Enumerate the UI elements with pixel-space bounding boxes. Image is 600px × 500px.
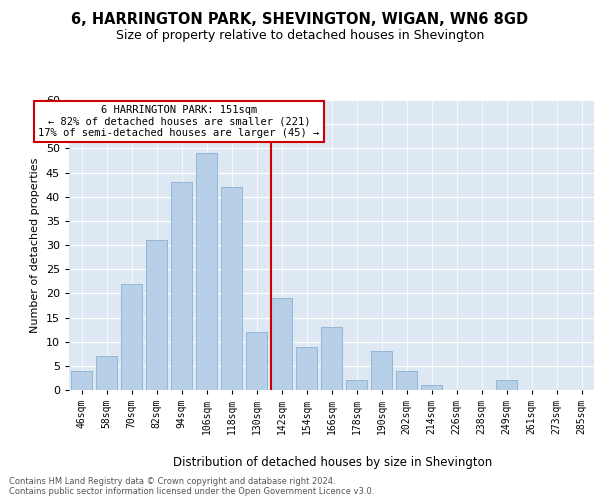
Text: Size of property relative to detached houses in Shevington: Size of property relative to detached ho… [116, 29, 484, 42]
Text: 6, HARRINGTON PARK, SHEVINGTON, WIGAN, WN6 8GD: 6, HARRINGTON PARK, SHEVINGTON, WIGAN, W… [71, 12, 529, 28]
Bar [96, 356, 117, 390]
Bar [346, 380, 367, 390]
Bar [221, 187, 242, 390]
Text: Contains public sector information licensed under the Open Government Licence v3: Contains public sector information licen… [9, 486, 374, 496]
Bar [271, 298, 292, 390]
Bar [371, 352, 392, 390]
Bar [496, 380, 517, 390]
Bar [296, 346, 317, 390]
Bar [421, 385, 442, 390]
Bar [171, 182, 192, 390]
Text: Contains HM Land Registry data © Crown copyright and database right 2024.: Contains HM Land Registry data © Crown c… [9, 476, 335, 486]
Bar [146, 240, 167, 390]
Text: 6 HARRINGTON PARK: 151sqm
← 82% of detached houses are smaller (221)
17% of semi: 6 HARRINGTON PARK: 151sqm ← 82% of detac… [38, 105, 320, 138]
Bar [196, 153, 217, 390]
Bar [246, 332, 267, 390]
Text: Distribution of detached houses by size in Shevington: Distribution of detached houses by size … [173, 456, 493, 469]
Bar [321, 327, 342, 390]
Bar [121, 284, 142, 390]
Bar [71, 370, 92, 390]
Bar [396, 370, 417, 390]
Y-axis label: Number of detached properties: Number of detached properties [30, 158, 40, 332]
